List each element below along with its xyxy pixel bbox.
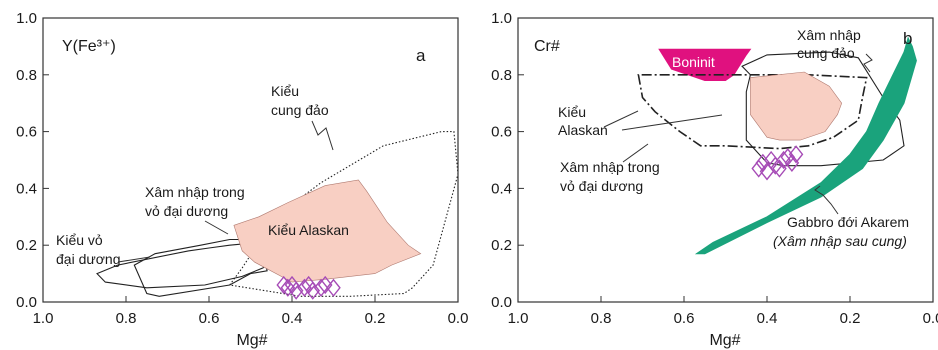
- x-tick-label: 0.4: [282, 310, 303, 327]
- x-tick-label: 0.0: [923, 310, 938, 327]
- x-tick-label: 0.2: [365, 310, 386, 327]
- data-point: [755, 153, 771, 172]
- label-arc-intrusion-line2: cung đảo: [797, 45, 855, 61]
- panel-a-xlabel: Mg#: [236, 332, 267, 349]
- panel-a-letter: a: [416, 46, 426, 65]
- data-point: [788, 145, 804, 164]
- y-tick-label: 0.0: [16, 294, 37, 311]
- label-boninit: Boninit: [672, 54, 715, 70]
- leader-oceanic-intrusion-b: [622, 143, 649, 163]
- panel-b-fields: [637, 36, 917, 255]
- leader-alaskan-b-2: [621, 114, 723, 131]
- label-oceanic-intrusion-line2: vỏ đại dương: [145, 203, 228, 219]
- panel-a: 1.0 0.8 0.6 0.4 0.2 0.0 0.0 0.2 0.4 0.6 0.8 1.0 Y(F…: [16, 10, 468, 349]
- leader-oceanic-crust: [117, 256, 151, 263]
- data-point: [305, 281, 321, 300]
- leader-oceanic-intrusion: [204, 220, 229, 235]
- panel-a-ticks: 1.0 0.8 0.6 0.4 0.2 0.0 0.0 0.2 0.4 0.6 0.8 1.0: [16, 10, 468, 327]
- label-oceanic-intrusion-line1: Xâm nhập trong: [145, 184, 245, 200]
- panel-b-letter: b: [903, 29, 912, 48]
- label-alaskan-b-line1: Kiểu: [558, 104, 586, 120]
- y-tick-label: 0.6: [16, 124, 37, 141]
- y-tick-label: 1.0: [491, 10, 512, 27]
- y-tick-label: 0.4: [16, 180, 37, 197]
- field-b-4: [694, 36, 917, 255]
- data-point: [751, 159, 766, 178]
- label-alaskan-a: Kiểu Alaskan: [268, 222, 349, 238]
- data-point: [772, 159, 787, 178]
- leader-alaskan-b-1: [603, 110, 639, 128]
- field-b-3: [750, 71, 843, 141]
- data-point: [288, 281, 304, 300]
- panel-a-points: [276, 275, 341, 300]
- label-gabbro-line2: (Xâm nhập sau cung): [773, 233, 907, 249]
- label-arc-intrusion-line1: Xâm nhập: [797, 27, 861, 43]
- data-point: [326, 278, 341, 297]
- y-tick-label: 0.0: [491, 294, 512, 311]
- x-tick-label: 1.0: [33, 310, 54, 327]
- y-tick-label: 0.6: [491, 124, 512, 141]
- data-point: [776, 150, 791, 170]
- leader-arc: [311, 120, 334, 151]
- x-tick-label: 0.2: [840, 310, 861, 327]
- panel-b: 1.0 0.8 0.6 0.4 0.2 0.0 0.0 0.2 0.4 0.6 0.8 1.0 Cr#…: [491, 10, 938, 349]
- x-tick-label: 1.0: [508, 310, 529, 327]
- panel-b-frame: [517, 17, 934, 303]
- data-point: [313, 278, 329, 297]
- panel-a-ylabel: Y(Fe³⁺): [62, 38, 116, 55]
- panel-b-xlabel: Mg#: [709, 332, 740, 349]
- y-tick-label: 0.2: [491, 237, 512, 254]
- label-alaskan-b-line2: Alaskan: [558, 122, 608, 138]
- panel-b-points: [751, 145, 804, 181]
- x-tick-label: 0.4: [757, 310, 778, 327]
- x-tick-label: 0.6: [199, 310, 220, 327]
- data-point: [280, 278, 296, 297]
- y-tick-label: 0.8: [491, 67, 512, 84]
- leader-gabbro: [814, 185, 839, 215]
- label-oceanic-intrusion-b-line1: Xâm nhập trong: [560, 159, 660, 175]
- x-tick-label: 0.6: [674, 310, 695, 327]
- y-tick-label: 0.4: [491, 180, 512, 197]
- label-oceanic-intrusion-b-line2: vỏ đại dương: [560, 178, 643, 194]
- data-point: [297, 278, 312, 297]
- x-tick-label: 0.8: [116, 310, 137, 327]
- label-oceanic-crust-line1: Kiểu vỏ: [56, 232, 103, 248]
- panel-a-fields: [96, 131, 459, 297]
- data-point: [784, 153, 800, 172]
- label-oceanic-crust-line2: đại dương: [56, 251, 120, 267]
- y-tick-label: 0.8: [16, 67, 37, 84]
- label-gabbro-line1: Gabbro đới Akarem: [787, 214, 909, 230]
- x-tick-label: 0.0: [448, 310, 469, 327]
- leader-arc-intrusion: [863, 53, 873, 73]
- x-tick-label: 0.8: [591, 310, 612, 327]
- field-b-0: [658, 48, 752, 81]
- data-point: [317, 275, 333, 295]
- panel-b-ticks: 1.0 0.8 0.6 0.4 0.2 0.0 0.0 0.2 0.4 0.6 0.8 1.0: [491, 10, 938, 327]
- label-arc-line2: cung đảo: [271, 102, 329, 118]
- field-a-3: [233, 179, 422, 283]
- panel-a-frame: [42, 17, 459, 303]
- label-arc-line1: Kiểu: [271, 83, 299, 99]
- field-b-2: [637, 74, 868, 150]
- y-tick-label: 0.2: [16, 237, 37, 254]
- panel-b-ylabel: Cr#: [534, 38, 560, 55]
- y-tick-label: 1.0: [16, 10, 37, 27]
